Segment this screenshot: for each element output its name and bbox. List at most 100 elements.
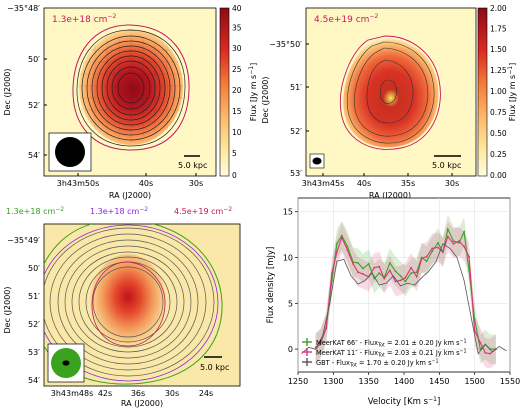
y-tick-label: 15 <box>283 208 293 217</box>
tr-x-tick: 30s <box>445 179 459 188</box>
tr-colorbar-ticks: 2.00 1.75 1.50 1.25 1.00 0.75 0.50 0.25 0.00 <box>490 4 507 180</box>
series-point <box>357 271 359 274</box>
tl-colorbar-title: Flux [Jy m s−1] <box>248 63 258 121</box>
tl-colorbar-tick: 10 <box>232 128 242 137</box>
bl-purple-contour <box>44 224 219 382</box>
bl-legend-3: 4.5e+19 cm−2 <box>174 206 232 216</box>
series-point <box>362 267 364 270</box>
tl-colorbar-tick: 40 <box>232 4 242 13</box>
tl-outer-contour <box>72 24 190 151</box>
tr-beam-icon <box>312 157 322 165</box>
tl-colorbar-tick: 35 <box>232 24 242 33</box>
tl-colorbar-tick: 20 <box>232 86 242 95</box>
tl-x-tick: 40s <box>139 179 153 188</box>
spectrum-ticks: 1250 1300 1350 1400 1450 1500 1550 0 5 10 15 <box>283 208 520 386</box>
tr-colorbar-tick: 0.75 <box>490 108 507 117</box>
series-point <box>479 341 482 344</box>
tr-column-label: 4.5e+19 cm−2 <box>314 13 378 25</box>
series-point <box>410 272 412 274</box>
tl-x-tick: 3h43m50s <box>57 179 99 188</box>
tr-y-tick: 52′ <box>290 127 302 136</box>
series-error-band <box>315 214 496 364</box>
tr-colorbar-title: Flux [Jy m s−1] <box>507 63 517 121</box>
series-point <box>431 247 434 250</box>
tr-colorbar-tick: 1.50 <box>490 45 507 54</box>
series-point <box>404 280 407 283</box>
x-tick-label: 1300 <box>323 377 343 386</box>
series-point <box>362 273 364 275</box>
series-point <box>378 265 381 268</box>
spectrum-y-title: Flux density [mJy] <box>266 247 276 324</box>
series-point <box>415 271 418 274</box>
bl-y-tick: 50′ <box>28 264 40 273</box>
tl-x-axis: 3h43m50s 40s 30s <box>57 173 203 188</box>
bl-y-title: Dec (J2000) <box>3 287 12 334</box>
tr-colorbar <box>477 7 488 177</box>
panel-top-right: 4.5e+19 cm−2 5.0 kpc −35°50′ 51′ 52′ 53′… <box>261 4 517 200</box>
series-point <box>468 269 470 272</box>
series-point <box>340 236 343 239</box>
bl-beam-icon-black <box>62 360 70 366</box>
tl-contours <box>76 29 186 147</box>
series-point <box>399 279 402 282</box>
series-line <box>301 243 507 355</box>
tr-outer-contour <box>339 35 441 150</box>
tl-y-tick: 50′ <box>28 55 40 64</box>
series-point <box>404 276 407 279</box>
y-tick-label: 0 <box>288 345 293 354</box>
tr-colorbar-tick: 0.00 <box>490 171 507 180</box>
spectrum-legend: MeerKAT 66″ - FluxTot = 2.01 ± 0.20 Jy k… <box>302 338 467 369</box>
tr-colorbar-tick: 0.50 <box>490 129 507 138</box>
series-point <box>425 255 428 258</box>
series-point <box>383 277 386 280</box>
series-point <box>463 230 465 233</box>
x-tick-label: 1450 <box>429 377 449 386</box>
y-tick-label: 10 <box>283 254 293 263</box>
bl-y-tick: 52′ <box>28 320 40 329</box>
tl-y-axis: −35°48′ 50′ 52′ 54′ <box>7 4 47 160</box>
series-point <box>319 341 322 344</box>
series-point <box>468 255 470 258</box>
series-point <box>357 262 359 264</box>
bl-grey-contours <box>44 227 215 377</box>
tr-y-tick: 53′ <box>290 169 302 178</box>
series-point <box>415 275 418 278</box>
series-point <box>446 235 449 238</box>
series-point <box>431 250 434 253</box>
series-point <box>325 327 328 329</box>
tr-y-tick: −35°50′ <box>269 40 302 49</box>
series-point <box>484 351 487 354</box>
bl-red-contour <box>91 261 166 347</box>
series-point <box>458 240 461 242</box>
tl-y-tick: 54′ <box>28 151 40 160</box>
series-point <box>452 240 455 242</box>
series-point <box>346 245 349 248</box>
tl-x-tick: 30s <box>189 179 203 188</box>
series-point <box>335 242 338 245</box>
bl-y-tick: 51′ <box>28 292 40 301</box>
bl-x-title: RA (J2000) <box>121 399 163 408</box>
y-tick-label: 5 <box>288 299 293 308</box>
series-point <box>378 272 381 274</box>
series-point <box>394 270 397 273</box>
series-point <box>437 246 439 249</box>
tr-emission-blob <box>343 38 439 148</box>
series-point <box>367 263 370 265</box>
tl-colorbar-ticks: 40 35 30 25 20 15 10 5 0 <box>232 4 242 180</box>
tr-x-axis: 3h43m45s 40s 35s 30s <box>302 173 459 188</box>
tl-colorbar-tick: 25 <box>232 65 242 74</box>
series-point <box>458 241 461 244</box>
tr-colorbar-tick: 1.00 <box>490 87 507 96</box>
series-point <box>394 280 397 283</box>
tr-x-title: RA (J2000) <box>369 191 411 200</box>
x-tick-label: 1550 <box>500 377 520 386</box>
panel-bottom-left: 1.3e+18 cm−2 1.3e+18 cm−2 4.5e+19 cm−2 5… <box>3 206 241 408</box>
series-point <box>410 266 412 269</box>
x-tick-label: 1400 <box>394 377 414 386</box>
bl-x-tick: 24s <box>199 389 213 398</box>
bl-x-tick: 42s <box>98 389 112 398</box>
series-point <box>441 251 444 253</box>
series-point <box>399 274 402 277</box>
tl-y-title: Dec (J2000) <box>3 69 12 116</box>
